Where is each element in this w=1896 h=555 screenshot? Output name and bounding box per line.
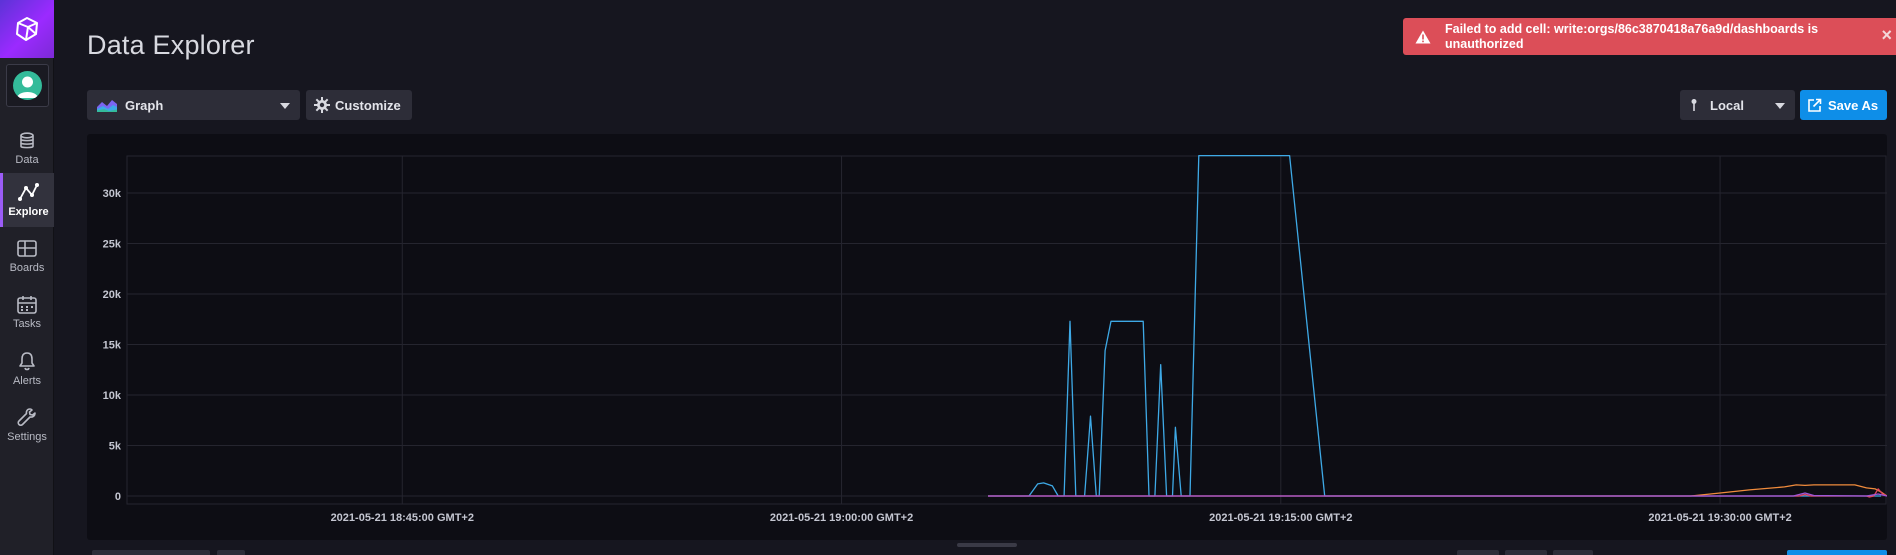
plot-frame: [126, 155, 1887, 505]
bell-icon: [19, 352, 35, 371]
sidebar-item-label: Explore: [8, 206, 49, 218]
query-builder-edge: [87, 550, 1887, 555]
user-avatar-icon: [13, 71, 42, 100]
graph-panel: 0 5k 10k 15k 20k 25k 30k 2021-05-21 18:45:00 GM…: [87, 134, 1887, 540]
sidebar-nav: Data Explore Boards: [0, 0, 54, 555]
x-tick-label: 2021-05-21 19:15:00 GMT+2: [1209, 512, 1352, 524]
y-tick-label: 30k: [103, 188, 122, 200]
x-tick-label: 2021-05-21 19:00:00 GMT+2: [770, 512, 913, 524]
sidebar-item-label: Alerts: [12, 375, 42, 387]
database-icon: [20, 132, 34, 149]
y-tick-label: 20k: [103, 289, 122, 301]
error-message: Failed to add cell: write:orgs/86c387041…: [1445, 22, 1819, 51]
series-line-2: [988, 484, 1887, 497]
x-tick-label: 2021-05-21 19:30:00 GMT+2: [1648, 512, 1791, 524]
user-avatar-button[interactable]: [6, 64, 49, 107]
sidebar-item-explore[interactable]: Explore: [0, 173, 54, 227]
y-tick-label: 15k: [103, 340, 122, 352]
y-tick-label: 5k: [109, 441, 122, 453]
customize-label: Customize: [335, 97, 401, 113]
series-line-4: [988, 492, 1887, 497]
wrench-icon: [17, 408, 36, 427]
page-title: Data Explorer: [87, 30, 255, 60]
warning-icon: [1415, 30, 1431, 44]
panel-resize-handle[interactable]: [957, 543, 1017, 547]
pin-icon: [1691, 99, 1697, 111]
customize-button[interactable]: Customize: [306, 90, 412, 120]
sidebar-item-boards[interactable]: Boards: [0, 230, 54, 284]
calendar-icon: [17, 296, 37, 314]
y-tick-label: 25k: [103, 239, 122, 251]
sidebar-item-label: Settings: [7, 431, 47, 443]
view-type-label: Graph: [125, 97, 164, 113]
close-icon[interactable]: ×: [1881, 25, 1892, 45]
x-tick-label: 2021-05-21 18:45:00 GMT+2: [331, 512, 474, 524]
influx-logo-icon[interactable]: [0, 0, 54, 58]
timezone-label: Local: [1710, 97, 1744, 113]
export-icon: [1808, 98, 1822, 112]
graph-type-icon: [97, 100, 117, 112]
sidebar-item-data[interactable]: Data: [0, 122, 54, 176]
y-tick-label: 10k: [103, 390, 122, 402]
sidebar-item-label: Data: [15, 154, 39, 166]
chevron-down-icon: [1775, 103, 1785, 109]
y-tick-label: 0: [115, 491, 121, 503]
gear-icon: [314, 97, 330, 113]
dashboard-grid-icon: [17, 240, 37, 257]
save-as-label: Save As: [1828, 97, 1879, 113]
sidebar-item-tasks[interactable]: Tasks: [0, 286, 54, 340]
sidebar-item-settings[interactable]: Settings: [0, 398, 54, 452]
sidebar-item-alerts[interactable]: Alerts: [0, 342, 54, 396]
timezone-dropdown[interactable]: Local: [1680, 90, 1795, 120]
sidebar-item-label: Tasks: [12, 318, 42, 330]
series-line-1: [988, 154, 1882, 497]
chevron-down-icon: [280, 103, 290, 109]
error-notification: Failed to add cell: write:orgs/86c387041…: [1403, 18, 1896, 55]
sidebar-item-label: Boards: [9, 262, 45, 274]
save-as-button[interactable]: Save As: [1800, 90, 1887, 120]
view-type-dropdown[interactable]: Graph: [87, 90, 300, 120]
line-chart[interactable]: 0 5k 10k 15k 20k 25k 30k 2021-05-21 18:45:00 GM…: [87, 134, 1887, 540]
graph-line-icon: [17, 183, 39, 201]
